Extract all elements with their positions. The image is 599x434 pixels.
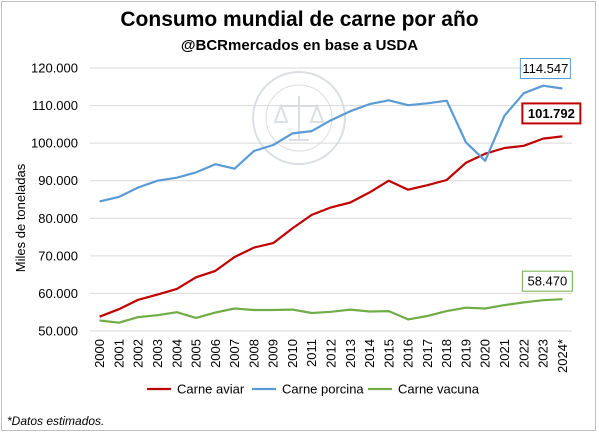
series-line bbox=[99, 135, 563, 318]
chart-subtitle: @BCRmercados en base a USDA bbox=[180, 37, 419, 54]
y-tick-label: 80.000 bbox=[38, 211, 78, 226]
x-tick-label: 2001 bbox=[111, 339, 126, 368]
x-tick-label: 2016 bbox=[401, 339, 416, 368]
x-tick-label: 2008 bbox=[246, 339, 261, 368]
data-label: 114.547 bbox=[522, 61, 568, 76]
x-tick-label: 2002 bbox=[131, 339, 146, 368]
x-tick-label: 2019 bbox=[458, 339, 473, 368]
data-label-box bbox=[521, 102, 582, 125]
x-tick-label: 2006 bbox=[208, 339, 223, 368]
x-tick-label: 2018 bbox=[439, 339, 454, 368]
data-label-box bbox=[521, 270, 573, 292]
x-tick-label: 2000 bbox=[92, 339, 107, 368]
y-tick-label: 100.000 bbox=[31, 136, 78, 151]
legend-label: Carne vacuna bbox=[398, 382, 480, 397]
x-tick-label: 2021 bbox=[497, 339, 512, 368]
x-tick-label: 2004 bbox=[169, 339, 184, 368]
x-tick-label: 2014 bbox=[362, 339, 377, 368]
x-tick-label: 2015 bbox=[381, 339, 396, 368]
bcr-seal-watermark bbox=[252, 71, 346, 165]
data-label-box bbox=[519, 57, 571, 79]
legend-label: Carne porcina bbox=[282, 382, 364, 397]
y-tick-label: 50.000 bbox=[38, 324, 78, 339]
x-tick-label: 2005 bbox=[189, 339, 204, 368]
y-tick-label: 120.000 bbox=[31, 61, 78, 76]
x-tick-label: 2013 bbox=[343, 339, 358, 368]
x-axis-ticks: 2000 2001 2002 2003 2004 2005 2006 2007 2008 2009… bbox=[92, 339, 570, 373]
y-tick-label: 70.000 bbox=[38, 248, 78, 263]
footnote: *Datos estimados. bbox=[7, 414, 105, 428]
y-tick-label: 110.000 bbox=[32, 98, 78, 113]
x-tick-label: 2009 bbox=[266, 339, 281, 368]
x-tick-label: 2011 bbox=[304, 339, 319, 367]
data-labels: 101.792 114.547 58.470 bbox=[519, 57, 582, 292]
x-tick-label: 2022 bbox=[516, 339, 531, 368]
y-axis-ticks: 50.000 60.000 70.000 80.000 90.000 100.000 110… bbox=[31, 61, 78, 339]
x-tick-label: 2024* bbox=[555, 339, 570, 373]
series-line bbox=[99, 84, 563, 203]
x-tick-label: 2017 bbox=[420, 339, 435, 368]
y-tick-label: 60.000 bbox=[38, 286, 78, 301]
x-tick-label: 2012 bbox=[324, 339, 339, 368]
y-tick-label: 90.000 bbox=[38, 173, 78, 188]
x-tick-label: 2020 bbox=[478, 339, 493, 368]
x-tick-label: 2023 bbox=[536, 339, 551, 368]
data-label: 101.792 bbox=[528, 106, 575, 121]
y-axis-label: Miles de toneladas bbox=[13, 163, 28, 272]
series-lines bbox=[99, 84, 563, 324]
gridlines bbox=[90, 67, 572, 332]
legend: Carne aviar Carne porcina Carne vacuna bbox=[147, 382, 480, 397]
data-label: 58.470 bbox=[527, 274, 567, 289]
x-tick-label: 2007 bbox=[227, 339, 242, 368]
x-tick-label: 2010 bbox=[285, 339, 300, 368]
chart-title: Consumo mundial de carne por año bbox=[120, 8, 479, 31]
legend-label: Carne aviar bbox=[177, 382, 245, 397]
series-line bbox=[99, 298, 563, 324]
x-tick-label: 2003 bbox=[150, 339, 165, 368]
